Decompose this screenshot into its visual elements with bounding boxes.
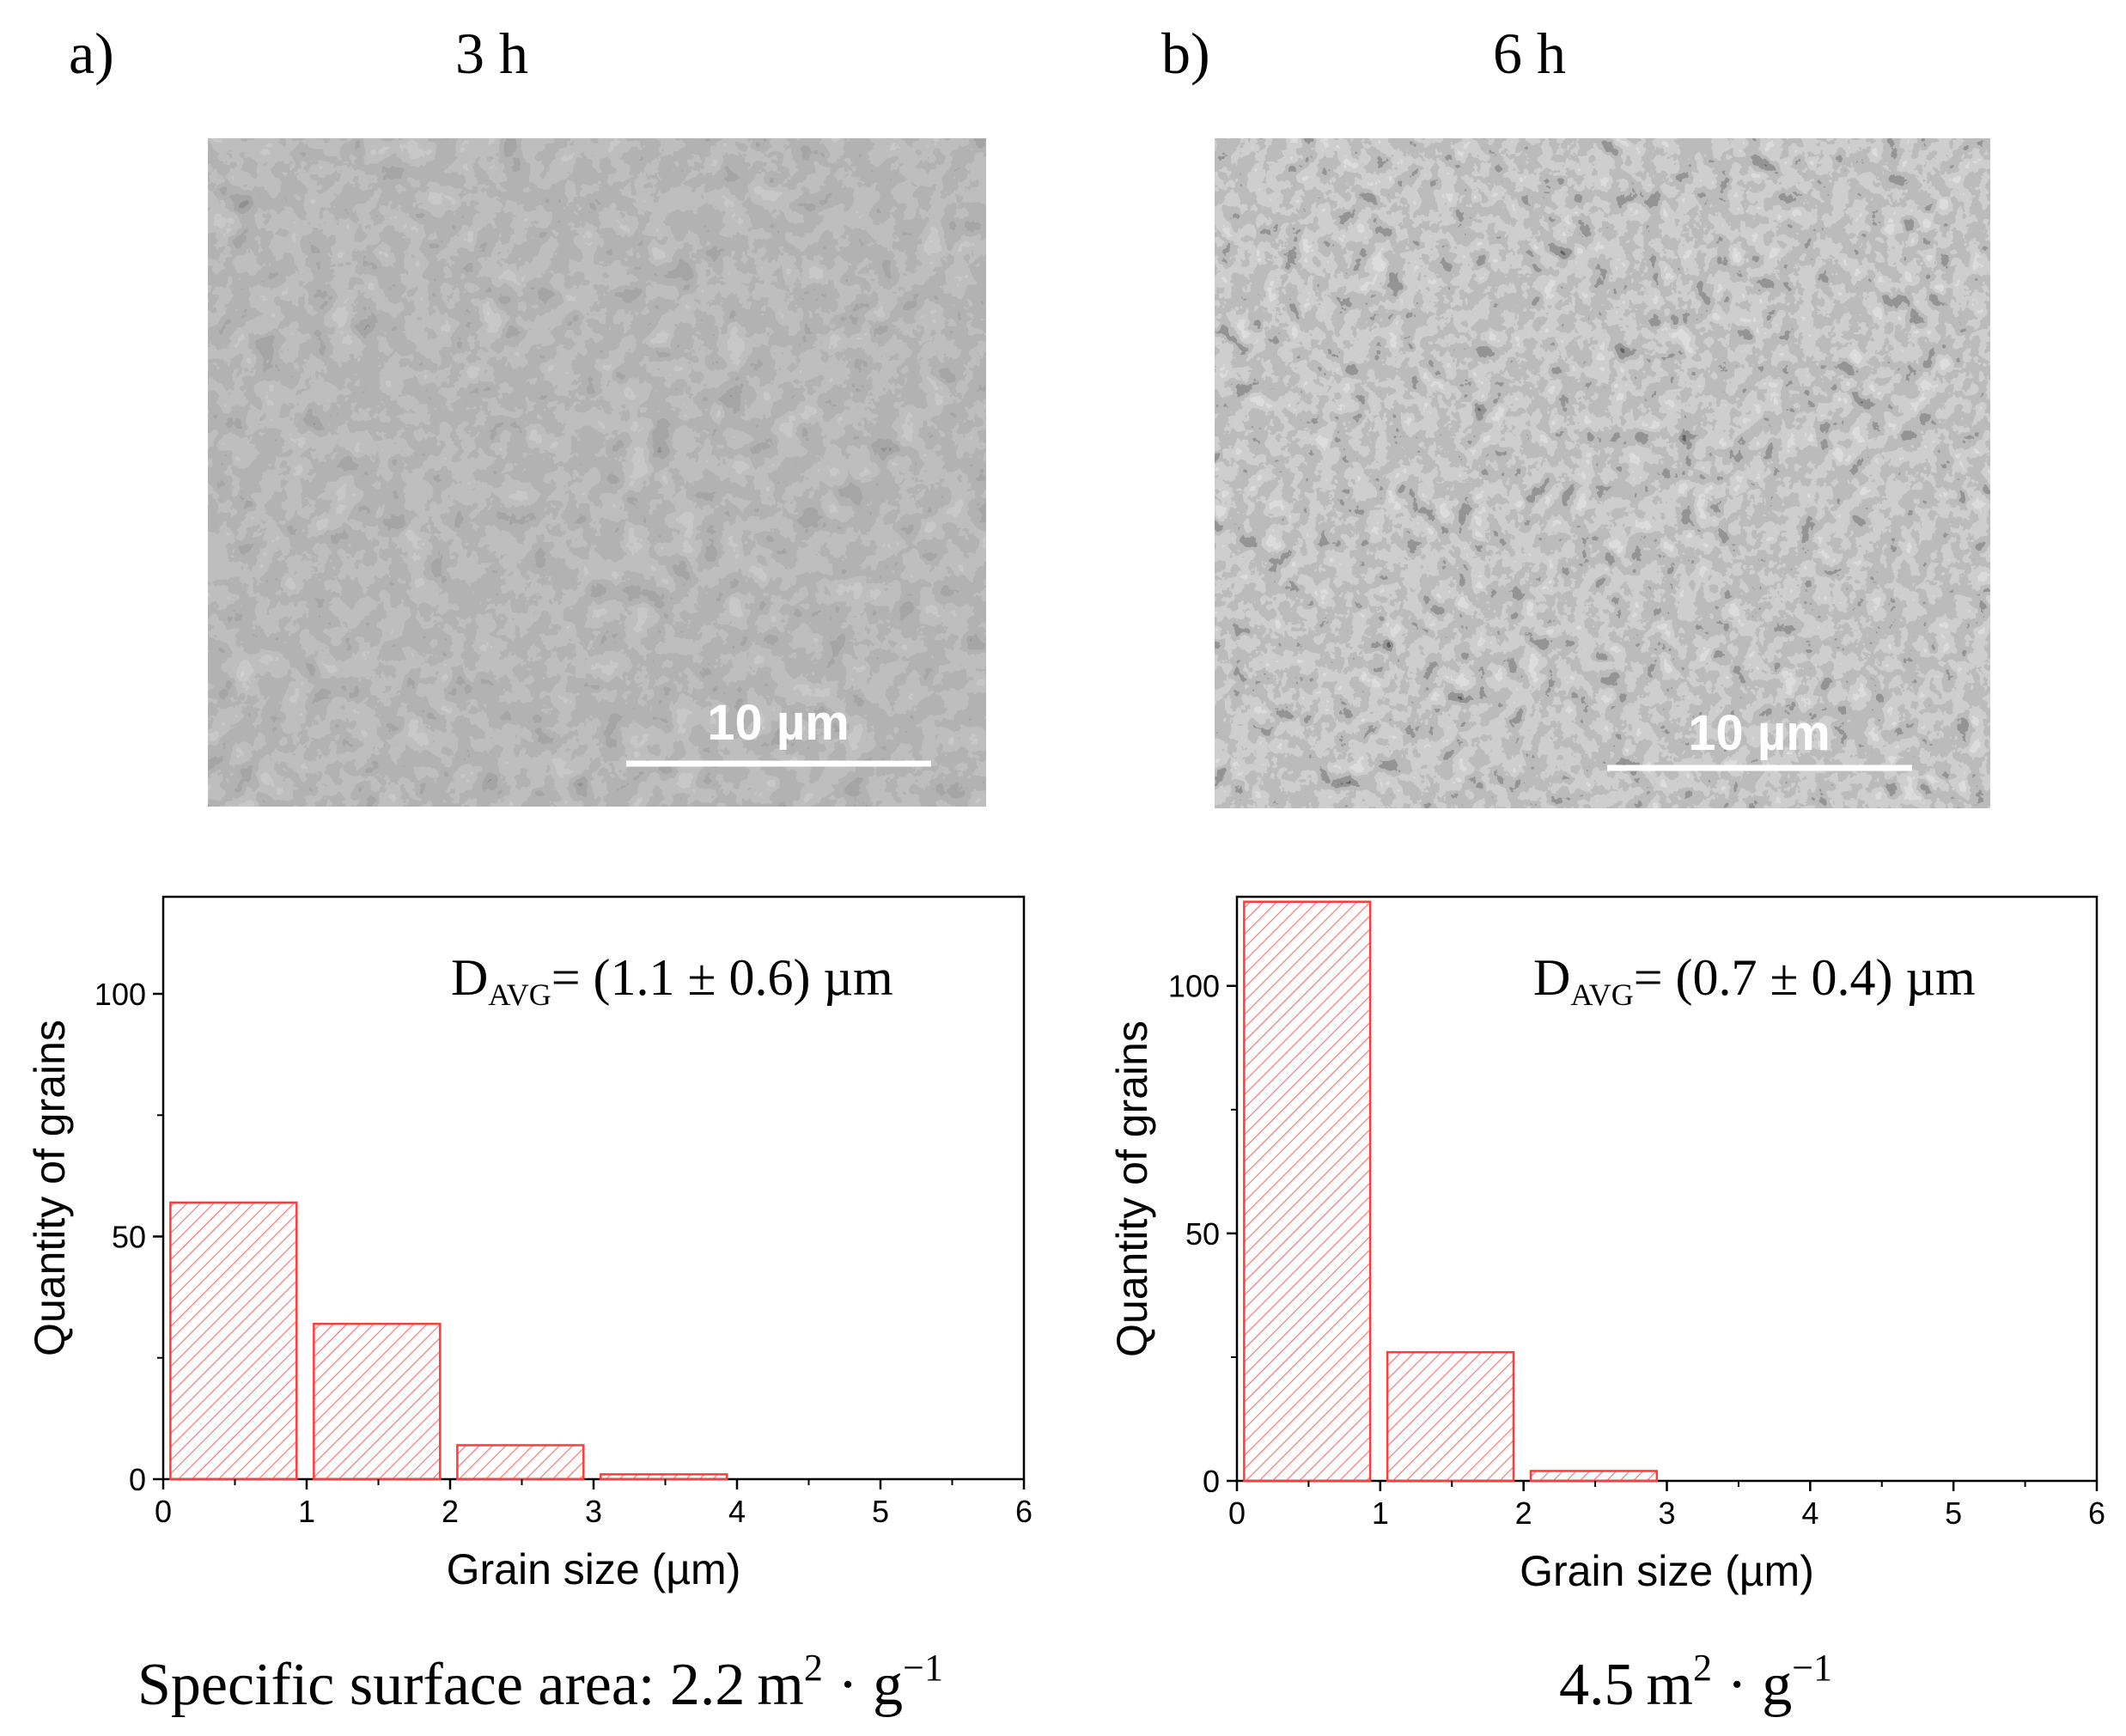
surface-area-prefix: Specific surface area:	[137, 1652, 670, 1718]
x-tick-label: 2	[1515, 1495, 1532, 1531]
surface-area-dot: · g	[1711, 1652, 1793, 1718]
y-axis-label: Quantity of grains	[1108, 1020, 1156, 1357]
x-axis-label: Grain size (µm)	[447, 1545, 741, 1593]
x-tick-label: 4	[728, 1494, 746, 1529]
y-tick-label: 50	[112, 1220, 146, 1255]
surface-area-unit-exp: 2	[1692, 1647, 1712, 1689]
sem-texture-6h: 10 µm	[1215, 138, 1990, 808]
histogram-bar	[600, 1473, 728, 1481]
surface-area-unit-exp: 2	[803, 1647, 823, 1689]
y-tick-label: 100	[1168, 969, 1220, 1004]
histogram-bar	[1243, 900, 1372, 1483]
panel-b-time: 6 h	[1493, 21, 1566, 86]
histogram-bar	[456, 1444, 585, 1481]
surface-area-value: 4.5	[1559, 1652, 1635, 1718]
x-axis-label: Grain size (µm)	[1520, 1547, 1814, 1595]
x-tick-label: 5	[872, 1494, 889, 1529]
scale-bar-label: 10 µm	[707, 695, 850, 751]
x-tick-label: 1	[298, 1494, 315, 1529]
x-tick-label: 1	[1372, 1495, 1389, 1531]
surface-area-unit: m	[1646, 1652, 1693, 1718]
y-tick-label: 100	[94, 977, 146, 1012]
y-axis-label: Quantity of grains	[26, 1020, 74, 1356]
x-tick-label: 6	[1015, 1494, 1033, 1529]
y-tick-label: 0	[1203, 1464, 1220, 1499]
sem-texture-3h: 10 µm	[208, 138, 986, 807]
histogram-bar	[1386, 1350, 1515, 1483]
panel-a-time: 3 h	[455, 21, 528, 86]
x-tick-label: 4	[1801, 1495, 1818, 1531]
y-tick-label: 50	[1185, 1216, 1220, 1252]
x-tick-label: 0	[155, 1494, 172, 1529]
x-tick-label: 2	[442, 1494, 459, 1529]
histogram-3h: 0 1 2 3 4 5 6 0 50 100 Grain size (µm) Quantity of …	[26, 895, 1033, 1593]
panel-b-label: b)	[1161, 21, 1210, 86]
surface-area-6h: 4.5 m2 · g−1	[1559, 1649, 1832, 1715]
histogram-bar	[313, 1322, 442, 1481]
histogram-bar	[169, 1201, 298, 1481]
x-tick-label: 6	[2088, 1495, 2105, 1531]
surface-area-g-exp: −1	[1792, 1647, 1833, 1689]
sem-image-3h: 10 µm	[208, 138, 986, 807]
histogram-6h: 0 1 2 3 4 5 6 0 50 100 Grain size (µm) Quantity of …	[1108, 895, 2105, 1595]
annotation-davg: DAVG= (0.7 ± 0.4) µm	[1533, 949, 1976, 1012]
surface-area-dot: · g	[822, 1652, 904, 1718]
surface-area-3h: Specific surface area: 2.2 m2 · g−1	[137, 1649, 943, 1715]
scale-bar-label: 10 µm	[1688, 705, 1831, 761]
x-tick-label: 3	[585, 1494, 602, 1529]
x-tick-label: 5	[1945, 1495, 1962, 1531]
surface-area-g-exp: −1	[903, 1647, 943, 1689]
sem-image-6h: 10 µm	[1215, 138, 1990, 808]
x-tick-label: 0	[1228, 1495, 1246, 1531]
histogram-bar	[1529, 1470, 1659, 1483]
surface-area-unit: m	[757, 1652, 804, 1718]
surface-area-value: 2.2	[669, 1652, 746, 1718]
x-tick-label: 3	[1658, 1495, 1675, 1531]
annotation-davg: DAVG= (1.1 ± 0.6) µm	[451, 949, 893, 1012]
y-tick-label: 0	[129, 1462, 146, 1497]
panel-a-label: a)	[69, 21, 114, 86]
